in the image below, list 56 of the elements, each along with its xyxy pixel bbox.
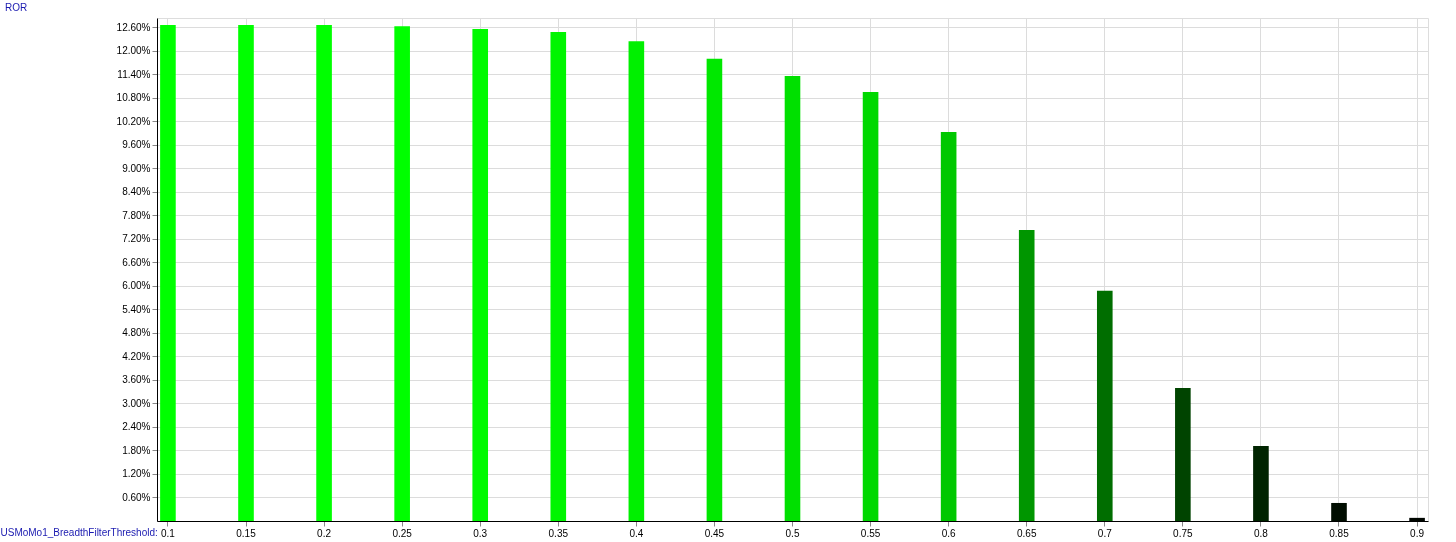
x-tick-label: 0.4 [629,527,644,539]
x-tick-label: 0.75 [1173,527,1194,539]
bar [394,26,410,521]
y-tick-label: 10.80% [116,92,151,104]
y-tick-label: 9.60% [122,139,151,151]
y-tick-label: 7.80% [122,209,151,221]
y-tick-label: 8.40% [122,186,151,198]
x-tick-label: 0.55 [860,527,881,539]
x-tick-label: 0.15 [236,527,257,539]
y-tick-label: 4.20% [122,350,151,362]
x-tick-label: 0.2 [317,527,332,539]
x-tick-label: 0.1 [160,527,176,539]
bar [1018,230,1035,521]
y-tick-label: 12.60% [116,21,151,33]
x-tick-label: 0.5 [785,527,800,539]
bar [940,132,957,521]
y-tick-label: 3.00% [122,397,151,409]
y-tick-label: 12.00% [116,45,151,57]
y-tick-label: 5.40% [122,303,151,315]
bar [316,25,332,521]
x-tick-label: 0.85 [1329,527,1350,539]
bar [862,92,879,521]
y-tick-label: 7.20% [122,233,151,245]
text: ROR [5,2,28,13]
y-tick-label: 9.00% [122,162,151,174]
x-axis-title: USMoMo1_BreadthFilterThreshold: [0,526,158,538]
x-tick-label: 0.6 [941,527,957,539]
bar [238,25,254,521]
bar [472,28,489,521]
y-tick-label: 6.60% [122,256,151,268]
y-tick-label: 11.40% [117,68,151,80]
x-tick-label: 0.8 [1253,527,1269,539]
bar [1253,446,1269,521]
y-tick-label: 1.20% [122,468,151,480]
x-tick-label: 0.65 [1016,527,1037,539]
x-tick-label: 0.9 [1410,527,1425,539]
y-tick-label: 2.40% [122,421,151,433]
y-tick-label: 6.00% [122,280,151,292]
bar [784,76,801,521]
bar [1096,290,1113,521]
x-tick-label: 0.25 [392,527,413,539]
bar [1175,388,1191,521]
x-tick-label: 0.35 [548,527,569,539]
bar [628,41,645,521]
y-tick-label: 4.80% [122,327,151,339]
x-tick-label: 0.7 [1097,527,1113,539]
x-tick-label: 0.45 [704,527,725,539]
bar [550,32,567,521]
bar [706,58,723,521]
y-tick-label: 0.60% [122,491,151,503]
bar [160,25,176,521]
y-tick-label: 1.80% [122,444,151,456]
y-tick-label: 3.60% [122,374,151,386]
y-tick-label: 10.20% [116,115,151,127]
x-tick-label: 0.3 [473,527,488,539]
bar [1331,502,1347,521]
